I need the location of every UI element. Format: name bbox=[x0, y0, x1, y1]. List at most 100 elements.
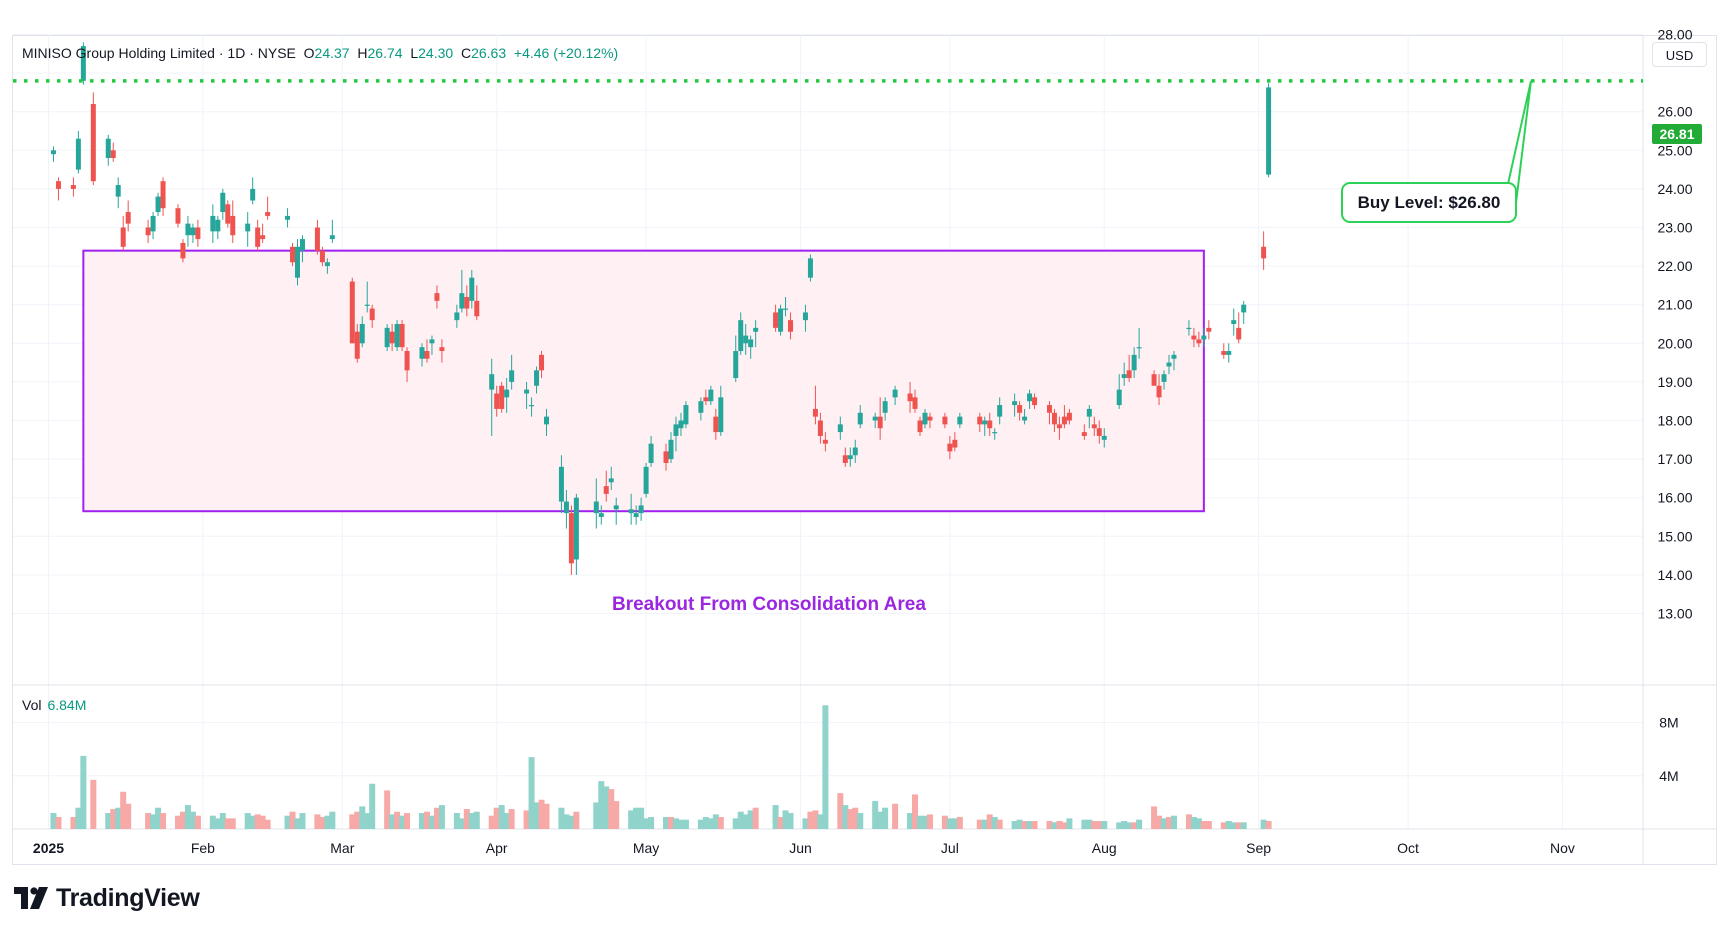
candle bbox=[942, 412, 948, 429]
callout-pointer bbox=[1507, 80, 1532, 204]
candle-body bbox=[987, 420, 993, 429]
volume-bar bbox=[707, 818, 714, 829]
candle-body bbox=[872, 416, 878, 421]
candle-body bbox=[230, 215, 236, 236]
symbol-name[interactable]: MINISO Group Holding Limited · 1D · NYSE bbox=[22, 45, 296, 61]
candle bbox=[1241, 300, 1247, 324]
buy-level-callout[interactable]: Buy Level: $26.80 bbox=[1341, 182, 1517, 223]
candle bbox=[733, 335, 739, 382]
candle-body bbox=[399, 324, 405, 348]
price-tick-label: 20.00 bbox=[1657, 335, 1692, 351]
candle bbox=[882, 397, 888, 421]
candle bbox=[1151, 370, 1157, 386]
candle bbox=[195, 219, 201, 247]
candle bbox=[1086, 405, 1092, 429]
candle-body bbox=[150, 215, 156, 232]
candle bbox=[419, 343, 425, 367]
candle bbox=[917, 416, 923, 436]
volume-label[interactable]: Vol bbox=[22, 697, 42, 713]
candle-body bbox=[822, 439, 828, 444]
candle-body bbox=[743, 335, 749, 344]
volume-bar bbox=[882, 807, 889, 829]
candle bbox=[539, 351, 545, 379]
candle-body bbox=[220, 192, 226, 213]
candle-body bbox=[324, 262, 330, 267]
change-value: +4.46 (+20.12%) bbox=[513, 45, 619, 61]
volume-bar bbox=[668, 817, 674, 829]
candle-body bbox=[1081, 432, 1087, 436]
time-tick-label: Jul bbox=[941, 840, 959, 856]
candle-body bbox=[1226, 351, 1232, 355]
volume-bar bbox=[423, 811, 430, 829]
volume-bar bbox=[125, 803, 132, 829]
candle-body bbox=[1161, 374, 1167, 382]
time-tick-label: Jun bbox=[789, 840, 812, 856]
candle bbox=[1022, 408, 1028, 425]
candle-body bbox=[1241, 304, 1247, 313]
candle-body bbox=[568, 513, 574, 564]
candle bbox=[1166, 354, 1172, 375]
candle-body bbox=[1206, 327, 1212, 332]
volume-bar bbox=[598, 781, 605, 829]
volume-bar bbox=[737, 811, 744, 829]
candle bbox=[892, 385, 898, 406]
candle bbox=[703, 389, 709, 406]
candle-body bbox=[1136, 347, 1142, 349]
candle bbox=[648, 435, 654, 467]
candle bbox=[474, 285, 480, 321]
candle bbox=[1126, 354, 1132, 382]
candle bbox=[563, 489, 569, 529]
price-tick-label: 17.00 bbox=[1657, 451, 1692, 467]
candle bbox=[454, 304, 460, 328]
volume-bar bbox=[189, 811, 196, 829]
candle-body bbox=[524, 389, 530, 394]
candle-body bbox=[1027, 393, 1033, 402]
volume-bar bbox=[468, 813, 475, 829]
candle-body bbox=[1091, 424, 1097, 429]
candle-body bbox=[982, 420, 988, 425]
volume-bar bbox=[224, 818, 231, 829]
candle-body bbox=[55, 181, 61, 189]
volume-bar bbox=[1016, 819, 1023, 829]
candle bbox=[872, 412, 878, 429]
currency-button[interactable]: USD bbox=[1652, 42, 1707, 67]
volume-bar bbox=[1031, 821, 1038, 829]
tradingview-logo[interactable]: TradingView bbox=[14, 883, 200, 913]
volume-bar bbox=[184, 805, 191, 829]
price-tick-label: 28.00 bbox=[1657, 27, 1692, 43]
volume-bar bbox=[364, 813, 371, 829]
candle-body bbox=[1261, 246, 1267, 259]
candle-body bbox=[917, 420, 923, 433]
time-tick-label: Nov bbox=[1550, 840, 1575, 856]
candle-body bbox=[155, 196, 161, 213]
volume-bar bbox=[1061, 822, 1068, 829]
volume-bar bbox=[384, 790, 391, 829]
candle-body bbox=[628, 509, 634, 514]
candle-body bbox=[75, 138, 81, 170]
candle bbox=[429, 335, 435, 355]
candle bbox=[215, 215, 221, 240]
candle bbox=[295, 239, 300, 286]
consolidation-label[interactable]: Breakout From Consolidation Area bbox=[612, 594, 926, 615]
volume-bar bbox=[682, 819, 689, 829]
volume-bar bbox=[1066, 818, 1073, 829]
volume-bar bbox=[1260, 819, 1267, 829]
candle-body bbox=[1126, 370, 1132, 379]
candle-body bbox=[598, 513, 604, 517]
symbol-legend: MINISO Group Holding Limited · 1D · NYSE… bbox=[22, 45, 618, 61]
candle bbox=[125, 200, 131, 232]
candle-body bbox=[434, 293, 440, 301]
volume-bar bbox=[80, 755, 87, 829]
volume-bar bbox=[787, 813, 794, 829]
volume-bar bbox=[946, 818, 953, 829]
time-tick-label: Mar bbox=[330, 840, 354, 856]
candle-body bbox=[1116, 389, 1122, 406]
candle-body bbox=[643, 466, 649, 494]
volume-bar bbox=[1046, 821, 1053, 829]
volume-bar bbox=[877, 811, 884, 829]
candle-body bbox=[1196, 339, 1202, 344]
candle-body bbox=[544, 416, 549, 425]
candle-body bbox=[708, 389, 714, 402]
candle bbox=[1206, 320, 1212, 340]
